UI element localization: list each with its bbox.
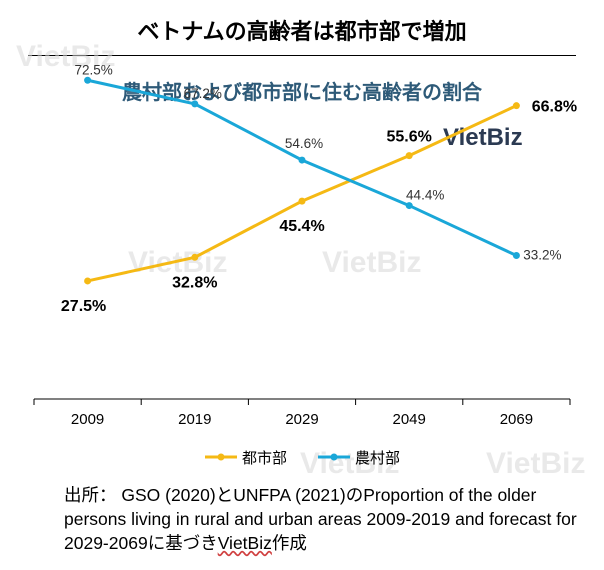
watermark: VietBiz xyxy=(486,447,586,480)
data-label: 27.5% xyxy=(61,298,106,315)
data-point xyxy=(512,102,520,110)
title-divider xyxy=(28,55,576,56)
data-label: 55.6% xyxy=(387,129,432,146)
legend-label: 都市部 xyxy=(242,449,287,467)
watermark: VietBiz xyxy=(16,40,116,73)
data-label: 54.6% xyxy=(285,136,323,151)
data-point xyxy=(84,76,92,84)
x-tick-label: 2069 xyxy=(500,411,533,428)
source-brand: VietBiz xyxy=(217,533,272,553)
source-suffix: 作成 xyxy=(271,533,307,553)
data-label: 45.4% xyxy=(279,218,324,235)
data-label: 44.4% xyxy=(406,188,444,203)
legend-marker xyxy=(217,453,225,461)
data-point xyxy=(191,253,199,261)
data-point xyxy=(191,100,199,108)
data-label: 66.8% xyxy=(532,99,577,116)
data-label: 72.5% xyxy=(74,62,112,77)
page-title: ベトナムの高齢者は都市部で増加 xyxy=(137,20,467,45)
x-tick-label: 2019 xyxy=(178,411,211,428)
data-point xyxy=(405,202,413,210)
data-point xyxy=(84,277,92,285)
data-point xyxy=(298,156,306,164)
line-chart: 2009 2019 2029 2049 2069 27.5% 32.8% 45.4% 55.6… xyxy=(33,62,577,467)
series-line-都市部 xyxy=(87,104,518,283)
data-label: 32.8% xyxy=(172,274,217,291)
x-tick-label: 2049 xyxy=(393,411,426,428)
data-label: 67.2% xyxy=(184,86,222,101)
watermark: VietBiz xyxy=(322,246,422,279)
source-text: 出所： GSO (2020)とUNFPA (2021)のProportion o… xyxy=(64,485,577,553)
x-tick-label: 2009 xyxy=(71,411,104,428)
vietbiz-logo: VietBiz xyxy=(443,124,523,151)
watermark: VietBiz xyxy=(300,447,400,480)
legend-label: 農村部 xyxy=(355,449,400,467)
legend-marker xyxy=(330,453,338,461)
data-point xyxy=(512,252,520,260)
source-note: 出所： GSO (2020)とUNFPA (2021)のProportion o… xyxy=(64,483,584,555)
x-tick-label: 2029 xyxy=(285,411,318,428)
data-point xyxy=(298,197,306,205)
data-point xyxy=(405,152,413,160)
data-label: 33.2% xyxy=(523,248,561,263)
